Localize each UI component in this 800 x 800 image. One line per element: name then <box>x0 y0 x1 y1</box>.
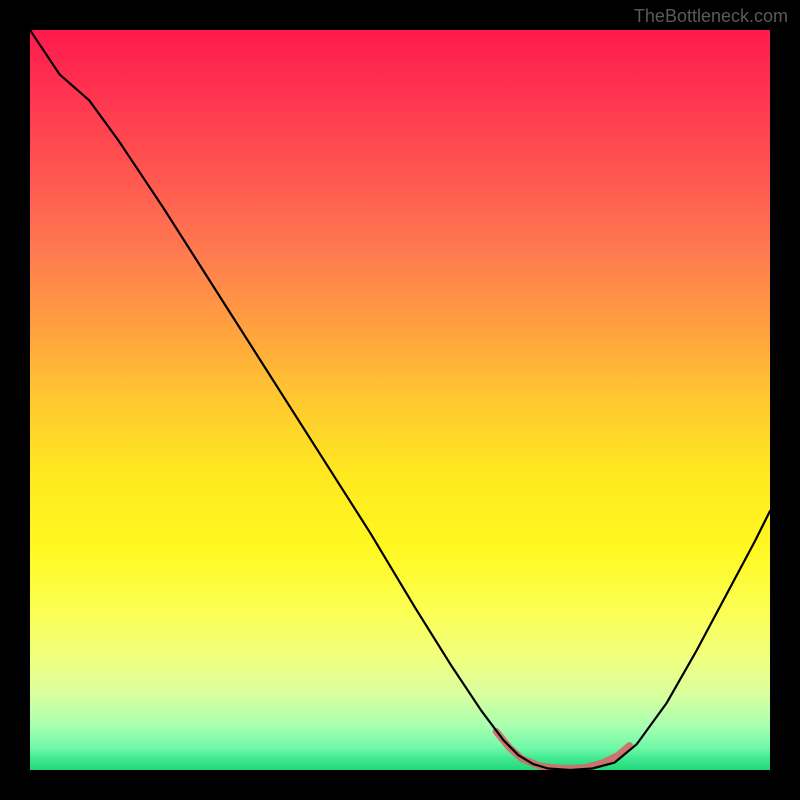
chart-curve-layer <box>30 30 770 770</box>
bottleneck-chart <box>30 30 770 770</box>
attribution-text: TheBottleneck.com <box>634 6 788 27</box>
curve-main <box>30 30 770 770</box>
